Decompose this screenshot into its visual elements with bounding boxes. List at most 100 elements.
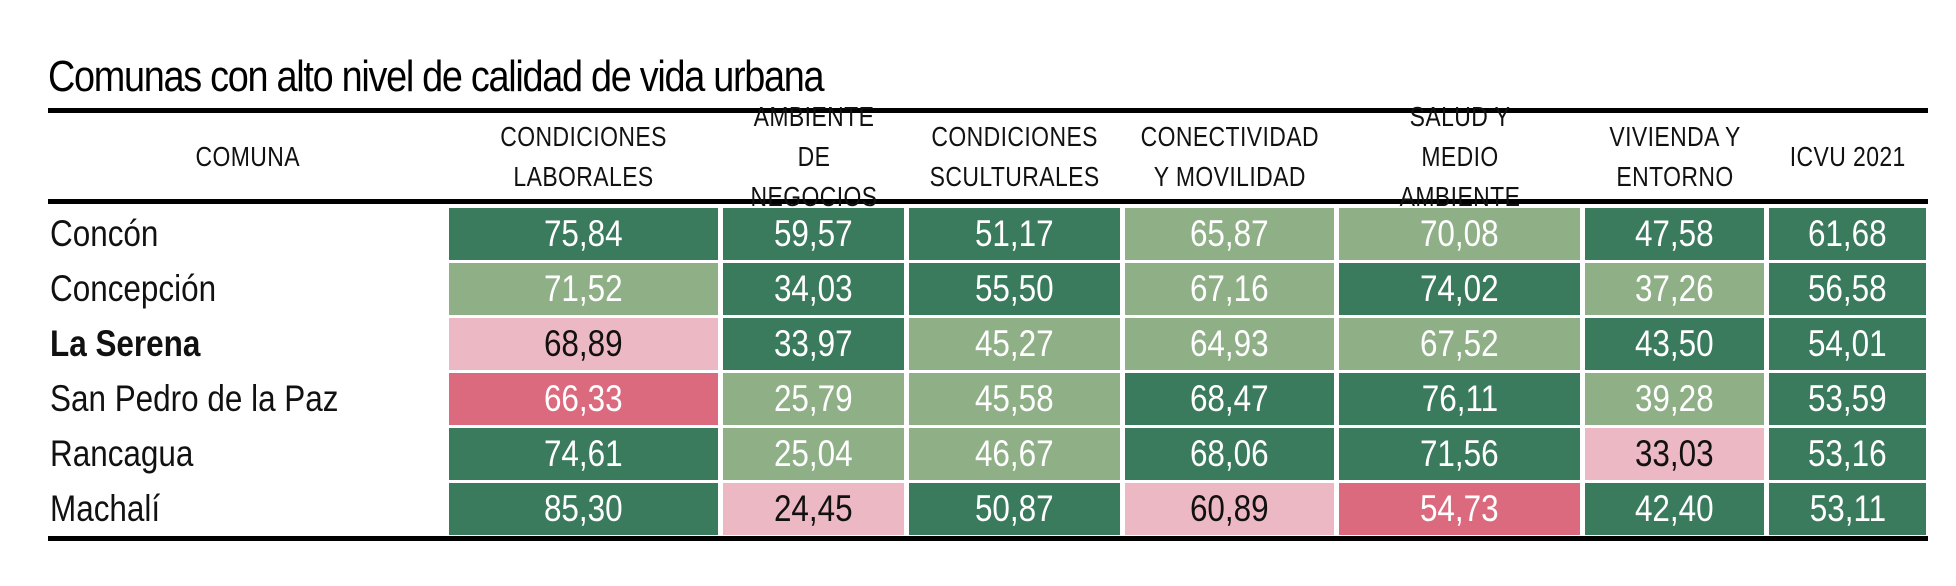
table-cell: 51,17	[909, 208, 1120, 260]
cell-value: 53,59	[1808, 378, 1887, 419]
cell-value: 53,11	[1809, 488, 1886, 529]
row-label-comuna: Machalí	[50, 482, 180, 536]
cell-value: 70,08	[1420, 213, 1499, 254]
table-cell: 75,84	[449, 208, 718, 260]
cell-value: 56,58	[1808, 268, 1887, 309]
table-cell: 85,30	[449, 483, 718, 535]
cell-value: 76,11	[1421, 378, 1498, 419]
cell-value: 66,33	[544, 378, 623, 419]
row-label-text: Concepción	[50, 268, 217, 309]
column-header-7: ICVU 2021	[1768, 118, 1928, 196]
cell-value: 33,03	[1635, 433, 1714, 474]
cell-value: 42,40	[1635, 488, 1714, 529]
table-cell: 54,73	[1339, 483, 1580, 535]
chart-title: Comunas con alto nivel de calidad de vid…	[48, 52, 825, 101]
cell-value: 34,03	[774, 268, 853, 309]
cell-value: 45,27	[975, 323, 1054, 364]
cell-value: 65,87	[1190, 213, 1269, 254]
cell-value: 25,79	[774, 378, 853, 419]
table-cell: 60,89	[1125, 483, 1334, 535]
table-cell: 59,57	[723, 208, 904, 260]
cell-value: 71,56	[1420, 433, 1499, 474]
table-cell: 71,56	[1339, 428, 1580, 480]
table-cell: 50,87	[909, 483, 1120, 535]
table-cell: 56,58	[1769, 263, 1926, 315]
cell-value: 64,93	[1190, 323, 1269, 364]
cell-value: 39,28	[1635, 378, 1714, 419]
row-label-text: San Pedro de la Paz	[50, 378, 339, 419]
cell-value: 68,47	[1190, 378, 1269, 419]
cell-value: 55,50	[975, 268, 1054, 309]
cell-value: 47,58	[1635, 213, 1714, 254]
table-cell: 37,26	[1585, 263, 1764, 315]
table-cell: 34,03	[723, 263, 904, 315]
cell-value: 33,97	[774, 323, 853, 364]
cell-value: 54,73	[1420, 488, 1499, 529]
cell-value: 85,30	[544, 488, 623, 529]
column-header-text: SALUD Y MEDIO AMBIENTE	[1399, 101, 1521, 212]
cell-value: 67,16	[1190, 268, 1269, 309]
column-header-text: AMBIENTE DE NEGOCIOS	[750, 101, 878, 212]
cell-value: 24,45	[774, 488, 853, 529]
table-cell: 68,06	[1125, 428, 1334, 480]
cell-value: 68,06	[1190, 433, 1269, 474]
row-label-text: Rancagua	[50, 433, 194, 474]
cell-value: 45,58	[975, 378, 1054, 419]
header-rule	[48, 199, 1928, 204]
table-cell: 68,47	[1125, 373, 1334, 425]
cell-value: 46,67	[975, 433, 1054, 474]
table-cell: 54,01	[1769, 318, 1926, 370]
table-cell: 47,58	[1585, 208, 1764, 260]
cell-value: 54,01	[1808, 323, 1887, 364]
table-cell: 65,87	[1125, 208, 1334, 260]
table-cell: 71,52	[449, 263, 718, 315]
table-cell: 55,50	[909, 263, 1120, 315]
cell-value: 43,50	[1635, 323, 1714, 364]
table-cell: 25,79	[723, 373, 904, 425]
table-cell: 53,11	[1769, 483, 1926, 535]
table-cell: 25,04	[723, 428, 904, 480]
table-cell: 67,16	[1125, 263, 1334, 315]
column-header-6: VIVIENDA Y ENTORNO	[1584, 118, 1766, 196]
cell-value: 67,52	[1420, 323, 1499, 364]
table-cell: 61,68	[1769, 208, 1926, 260]
column-header-text: CONECTIVIDAD Y MOVILIDAD	[1140, 121, 1320, 192]
row-label-comuna: La Serena	[50, 317, 227, 371]
column-header-5: SALUD Y MEDIO AMBIENTE	[1338, 101, 1582, 212]
table-cell: 74,02	[1339, 263, 1580, 315]
table-cell: 33,97	[723, 318, 904, 370]
column-header-comuna: COMUNA	[48, 118, 448, 196]
table-cell: 45,27	[909, 318, 1120, 370]
row-label-text: Machalí	[50, 488, 161, 529]
table-cell: 68,89	[449, 318, 718, 370]
bottom-rule	[48, 536, 1928, 541]
table-cell: 33,03	[1585, 428, 1764, 480]
column-header-3: CONDICIONES SCULTURALES	[908, 118, 1122, 196]
column-header-2: AMBIENTE DE NEGOCIOS	[722, 101, 906, 212]
table-cell: 24,45	[723, 483, 904, 535]
column-header-text: ICVU 2021	[1789, 141, 1907, 172]
row-label-text: La Serena	[50, 323, 201, 364]
top-rule	[48, 108, 1928, 113]
table-cell: 42,40	[1585, 483, 1764, 535]
cell-value: 68,89	[544, 323, 623, 364]
row-label-comuna: Rancagua	[50, 427, 219, 481]
table-cell: 66,33	[449, 373, 718, 425]
table-cell: 39,28	[1585, 373, 1764, 425]
cell-value: 74,02	[1420, 268, 1499, 309]
column-header-text: COMUNA	[195, 141, 301, 172]
cell-value: 25,04	[774, 433, 853, 474]
cell-value: 50,87	[975, 488, 1054, 529]
cell-value: 61,68	[1808, 213, 1887, 254]
cell-value: 60,89	[1190, 488, 1269, 529]
table-cell: 76,11	[1339, 373, 1580, 425]
cell-value: 74,61	[544, 433, 623, 474]
column-header-text: CONDICIONES LABORALES	[500, 121, 668, 192]
column-header-4: CONECTIVIDAD Y MOVILIDAD	[1124, 118, 1336, 196]
cell-value: 71,52	[544, 268, 623, 309]
row-label-comuna: Concepción	[50, 262, 245, 316]
table-cell: 70,08	[1339, 208, 1580, 260]
cell-value: 59,57	[774, 213, 853, 254]
row-label-text: Concón	[50, 213, 159, 254]
row-label-comuna: Concón	[50, 207, 178, 261]
